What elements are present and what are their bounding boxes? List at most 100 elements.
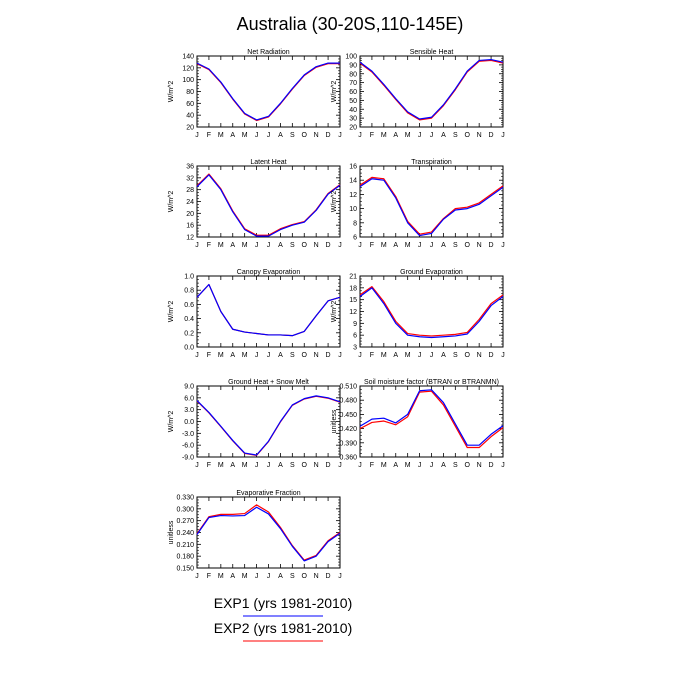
x-tick-label: J (195, 132, 199, 139)
x-tick-label: M (242, 132, 248, 139)
y-tick-label: 12 (186, 235, 194, 242)
x-tick-label: M (218, 573, 224, 580)
y-tick-label: 20 (186, 125, 194, 132)
x-tick-label: J (338, 352, 342, 359)
x-tick-label: J (255, 352, 259, 359)
y-tick-label: 1.0 (184, 274, 194, 281)
y-tick-label: 30 (349, 116, 357, 123)
x-tick-label: J (255, 242, 259, 249)
x-tick-label: O (302, 462, 308, 469)
series-line-exp2 (359, 286, 504, 337)
y-tick-label: 0.480 (339, 398, 357, 405)
y-tick-label: 0.510 (339, 384, 357, 391)
x-tick-label: M (381, 462, 387, 469)
x-tick-label: M (218, 132, 224, 139)
panel-title: Ground Evaporation (400, 269, 463, 276)
y-tick-label: 0.6 (184, 302, 194, 309)
x-tick-label: A (441, 462, 446, 469)
x-tick-label: A (278, 573, 283, 580)
y-tick-label: 0.0 (184, 345, 194, 352)
x-tick-label: M (218, 352, 224, 359)
y-tick-label: 0.2 (184, 330, 194, 337)
y-tick-label: 12 (349, 309, 357, 316)
x-tick-label: O (465, 132, 471, 139)
y-tick-label: 100 (345, 54, 357, 61)
x-tick-label: F (207, 242, 211, 249)
x-tick-label: M (381, 242, 387, 249)
x-tick-label: J (338, 132, 342, 139)
x-tick-label: S (290, 352, 295, 359)
y-tick-label: 0.360 (339, 455, 357, 462)
y-tick-label: 100 (182, 77, 194, 84)
x-tick-label: J (338, 462, 342, 469)
y-tick-label: 0.8 (184, 288, 194, 295)
x-tick-label: J (501, 462, 505, 469)
y-tick-label: 6.0 (184, 395, 194, 402)
y-axis-label: W/m^2 (168, 191, 175, 213)
y-tick-label: 9.0 (184, 384, 194, 391)
panel-title: Ground Heat + Snow Melt (228, 379, 309, 386)
x-tick-label: M (218, 462, 224, 469)
x-tick-label: J (501, 352, 505, 359)
x-tick-label: J (418, 242, 422, 249)
series-line-exp1 (196, 283, 341, 337)
series-line-exp1 (196, 174, 341, 237)
x-tick-label: A (393, 462, 398, 469)
x-tick-label: J (195, 352, 199, 359)
x-tick-label: N (314, 132, 319, 139)
y-axis-label: W/m^2 (331, 301, 338, 323)
legend-label-exp2: EXP2 (yrs 1981-2010) (214, 620, 353, 636)
y-tick-label: 16 (349, 164, 357, 171)
y-tick-label: 50 (349, 98, 357, 105)
x-tick-label: J (255, 462, 259, 469)
x-tick-label: F (207, 573, 211, 580)
series-line-exp2 (196, 283, 341, 337)
x-tick-label: D (326, 573, 331, 580)
series-line-exp1 (196, 62, 340, 121)
x-tick-label: A (230, 462, 235, 469)
x-tick-label: J (338, 573, 342, 580)
x-tick-label: S (290, 242, 295, 249)
x-tick-label: J (267, 132, 271, 139)
x-tick-label: A (278, 242, 283, 249)
y-axis-label: W/m^2 (168, 81, 175, 103)
x-tick-label: J (358, 242, 362, 249)
x-tick-label: N (314, 573, 319, 580)
y-axis-label: W/m^2 (331, 81, 338, 103)
y-tick-label: 0.0 (184, 419, 194, 426)
y-tick-label: 15 (349, 297, 357, 304)
y-tick-label: 0.4 (184, 316, 194, 323)
panel-title: Net Radiation (247, 49, 290, 56)
y-tick-label: 60 (349, 89, 357, 96)
x-tick-label: S (290, 132, 295, 139)
y-tick-label: 0.450 (339, 412, 357, 419)
panel-title: Latent Heat (250, 159, 286, 166)
series-line-exp2 (196, 63, 340, 122)
series-line-exp2 (196, 173, 341, 236)
y-tick-label: 70 (349, 80, 357, 87)
y-tick-label: 9 (353, 321, 357, 328)
x-tick-label: A (441, 132, 446, 139)
series-line-exp2 (359, 176, 504, 235)
x-tick-label: A (230, 242, 235, 249)
x-tick-label: F (207, 132, 211, 139)
y-tick-label: 0.180 (176, 554, 194, 561)
y-tick-label: 6 (353, 235, 357, 242)
x-tick-label: S (453, 132, 458, 139)
y-tick-label: 28 (186, 187, 194, 194)
y-tick-label: 0.420 (339, 426, 357, 433)
x-tick-label: D (489, 132, 494, 139)
legend-label-exp1: EXP1 (yrs 1981-2010) (214, 595, 353, 611)
x-tick-label: J (418, 132, 422, 139)
y-tick-label: 14 (349, 178, 357, 185)
panel-title: Canopy Evaporation (237, 269, 301, 276)
x-tick-label: J (418, 352, 422, 359)
y-tick-label: 3 (353, 345, 357, 352)
panel-frame (196, 496, 341, 569)
y-axis-label: unitless (168, 520, 175, 544)
y-tick-label: 0.390 (339, 440, 357, 447)
